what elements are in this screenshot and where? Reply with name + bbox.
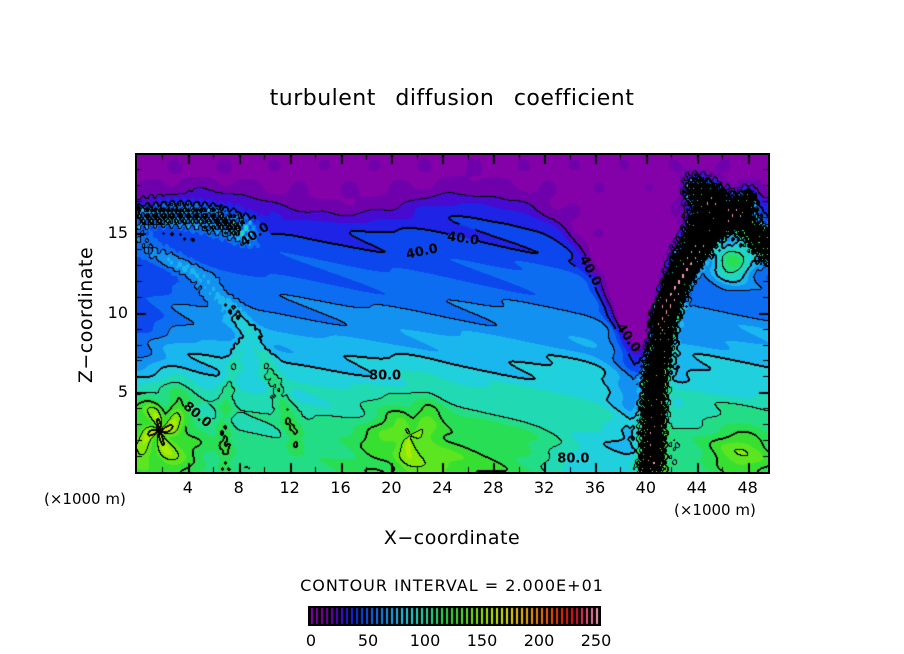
plot-area: 40.0 40.0 40.0 40.0 40.0 80.0 80.0 80.0 bbox=[135, 153, 770, 474]
colorbar-canvas bbox=[308, 606, 601, 626]
x-tick-label: 32 bbox=[533, 478, 555, 497]
x-axis-label: X−coordinate bbox=[383, 527, 521, 549]
colorbar bbox=[308, 606, 601, 626]
colorbar-tick-label: 250 bbox=[580, 631, 612, 650]
x-tick-label: 28 bbox=[483, 478, 504, 497]
x-tick-label: 4 bbox=[182, 478, 193, 497]
x-tick-label: 8 bbox=[233, 478, 244, 497]
colorbar-tick-label: 0 bbox=[305, 631, 317, 650]
y-axis-unit-label: (×1000 m) bbox=[44, 490, 126, 508]
x-tick-label: 36 bbox=[584, 478, 606, 497]
y-tick-label: 15 bbox=[107, 223, 128, 243]
x-tick-label: 48 bbox=[737, 478, 758, 497]
colorbar-tick-label: 50 bbox=[357, 631, 379, 650]
x-tick-label: 40 bbox=[635, 478, 657, 497]
colorbar-tick-label: 150 bbox=[466, 631, 498, 650]
contour-label: 80.0 bbox=[369, 368, 402, 384]
x-tick-label: 24 bbox=[432, 478, 453, 497]
x-tick-label: 20 bbox=[381, 478, 402, 497]
colorbar-tick-label: 100 bbox=[409, 631, 441, 650]
chart-title: turbulent diffusion coefficient bbox=[269, 86, 635, 111]
contour-label: 80.0 bbox=[557, 451, 590, 467]
x-axis-unit-label: (×1000 m) bbox=[674, 501, 756, 519]
x-tick-label: 16 bbox=[330, 478, 351, 497]
filled-contour-canvas bbox=[137, 155, 768, 472]
x-tick-label: 12 bbox=[279, 478, 300, 497]
y-tick-label: 5 bbox=[117, 382, 128, 402]
contour-interval-note: CONTOUR INTERVAL = 2.000E+01 bbox=[300, 576, 604, 595]
colorbar-tick-label: 200 bbox=[523, 631, 555, 650]
x-tick-label: 44 bbox=[686, 478, 707, 497]
y-tick-label: 10 bbox=[107, 302, 128, 322]
